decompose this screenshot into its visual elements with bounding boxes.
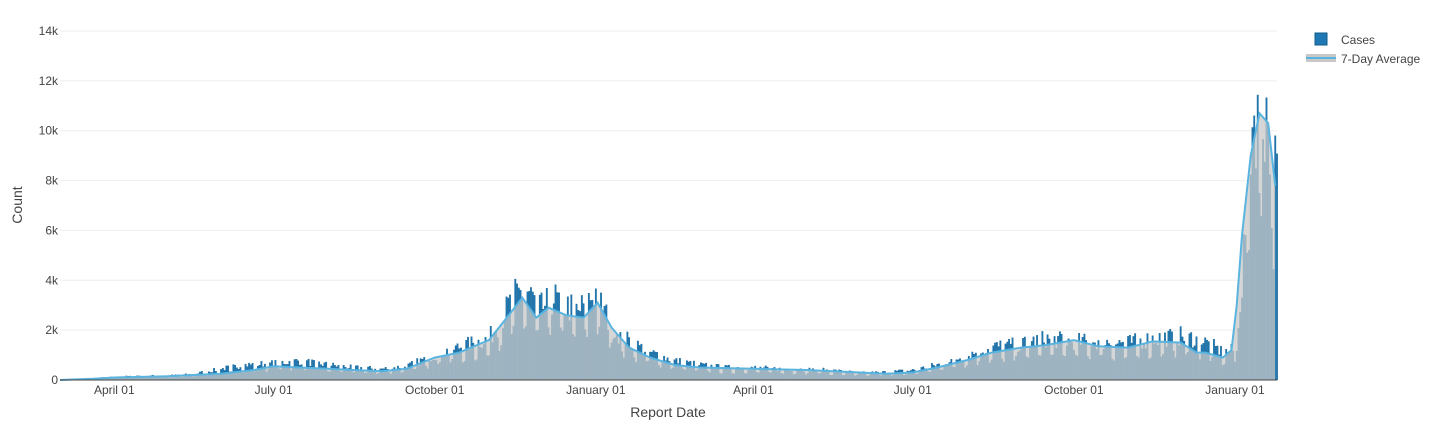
legend-cases-label: Cases — [1341, 33, 1375, 47]
y-tick-label: 10k — [39, 124, 59, 138]
case-bar — [1276, 153, 1278, 381]
legend-cases-swatch — [1314, 32, 1328, 46]
y-tick-label: 6k — [45, 223, 59, 237]
seven-day-average — [59, 111, 1277, 381]
cases-bars — [60, 94, 1278, 381]
y-tick-label: 14k — [39, 24, 59, 38]
legend-item-cases[interactable]: Cases — [1314, 32, 1375, 47]
y-axis-title: Count — [9, 186, 25, 223]
x-tick-label: April 01 — [733, 383, 774, 397]
x-tick-label: January 01 — [566, 383, 626, 397]
y-tick-label: 12k — [39, 74, 59, 88]
legend[interactable]: Cases 7-Day Average — [1306, 32, 1420, 66]
x-tick-label: April 01 — [94, 383, 135, 397]
legend-average-label: 7-Day Average — [1341, 52, 1420, 66]
y-tick-label: 8k — [45, 174, 59, 188]
average-area — [60, 113, 1276, 381]
y-tick-label: 4k — [45, 273, 59, 287]
legend-item-7-day-average[interactable]: 7-Day Average — [1306, 52, 1420, 66]
x-axis-ticks: April 01 July 01 October 01 January 01 April… — [94, 383, 1265, 397]
x-tick-label: January 01 — [1205, 383, 1265, 397]
y-tick-label: 0 — [51, 373, 58, 387]
x-axis-title: Report Date — [630, 404, 706, 420]
x-tick-label: July 01 — [894, 383, 932, 397]
x-tick-label: October 01 — [405, 383, 465, 397]
x-tick-label: July 01 — [255, 383, 293, 397]
average-line — [59, 111, 1277, 381]
y-axis-ticks: 0 2k 4k 6k 8k 10k 12k 14k — [39, 24, 59, 387]
y-gridlines — [60, 30, 1277, 331]
x-tick-label: October 01 — [1044, 383, 1104, 397]
y-tick-label: 2k — [45, 323, 59, 337]
